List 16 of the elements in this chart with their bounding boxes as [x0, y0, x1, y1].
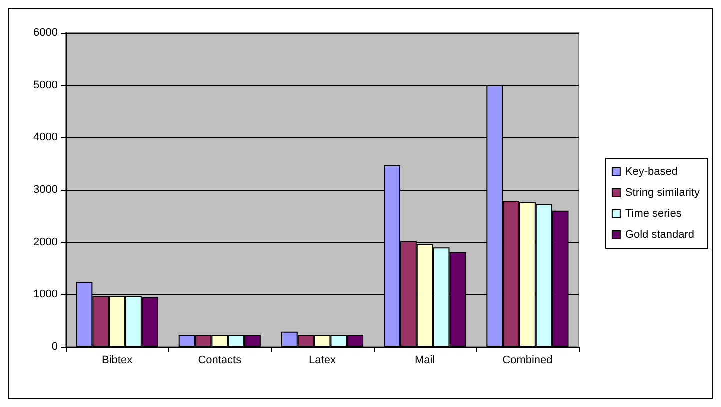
y-tick-label: 6000	[34, 27, 58, 39]
y-tick-label: 0	[52, 341, 58, 353]
y-tick-label: 1000	[34, 288, 58, 301]
x-tick-label: Bibtex	[102, 354, 134, 366]
legend-label: Key-based	[625, 166, 678, 178]
legend-label: Time series	[625, 208, 682, 220]
y-tick-label: 2000	[34, 236, 58, 248]
y-tick-label: 5000	[34, 79, 58, 92]
x-tick-label: Mail	[415, 354, 436, 366]
x-tick-label: Contacts	[198, 354, 242, 366]
y-tick-label: 3000	[34, 184, 58, 196]
x-tick-label: Combined	[502, 354, 553, 366]
x-tick-label: Latex	[309, 354, 336, 366]
legend-label: Gold standard	[625, 229, 695, 241]
y-tick-label: 4000	[34, 132, 58, 144]
legend-label: String similarity	[625, 187, 700, 199]
